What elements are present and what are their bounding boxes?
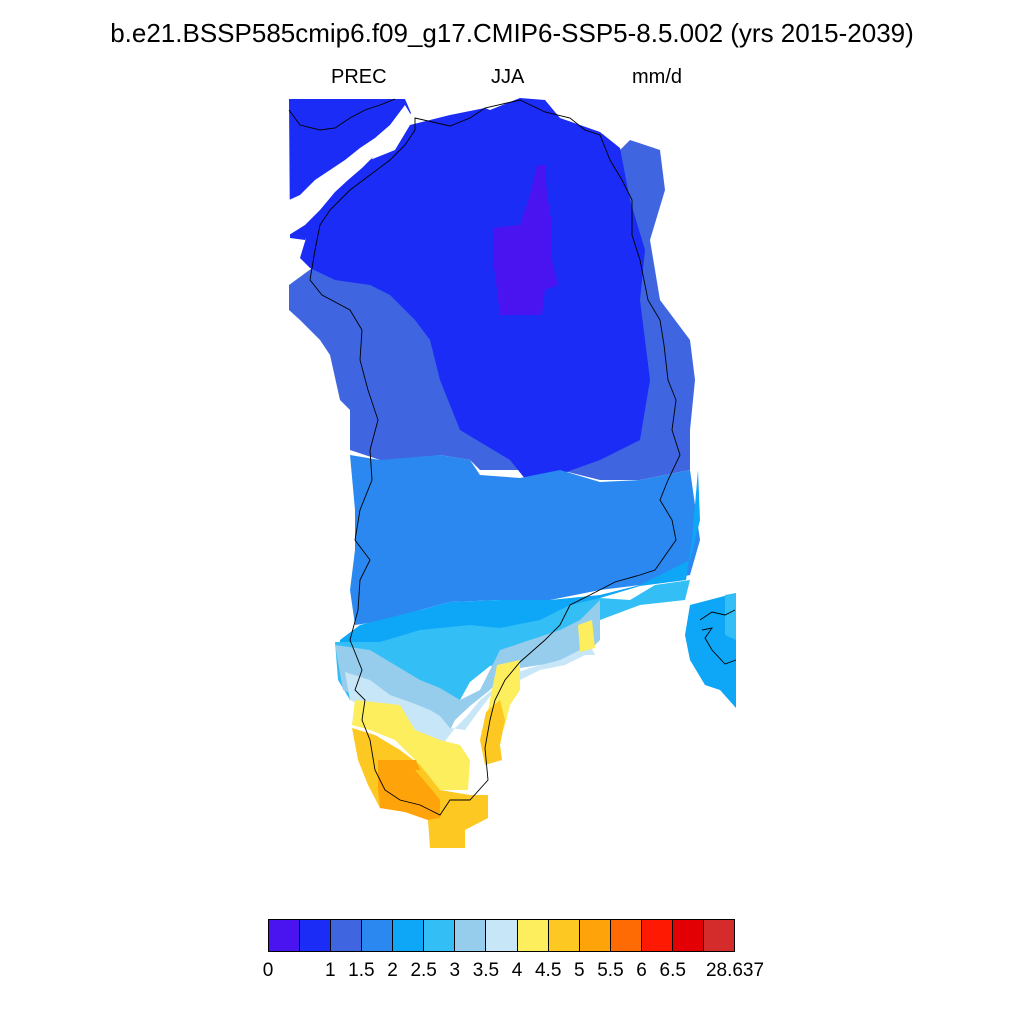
- colorbar-label: 1.5: [348, 960, 375, 981]
- plot-title: b.e21.BSSP585cmip6.f09_g17.CMIP6-SSP5-8.…: [110, 18, 914, 48]
- field-interior-1-1p5: [300, 98, 650, 485]
- colorbar-box-7: [485, 919, 518, 952]
- subtitle-season: JJA: [491, 66, 525, 88]
- colorbar-box-1: [299, 919, 332, 952]
- field-iceland-light: [725, 593, 736, 640]
- field-band-4-4p5-far-east: [578, 620, 595, 652]
- field-core-0-1: [493, 165, 558, 315]
- colorbar-box-9: [547, 919, 580, 952]
- sea-gap-nw: [289, 105, 411, 235]
- colorbar-box-0: [268, 919, 301, 952]
- subtitle-units: mm/d: [632, 66, 682, 88]
- field-band-2-2p5: [350, 455, 700, 625]
- colorbar-box-5: [423, 919, 456, 952]
- colorbar-label: 4: [511, 960, 523, 981]
- colorbar-label: 3: [449, 960, 461, 981]
- iceland-coast: [699, 609, 737, 665]
- colorbar-label: 1: [324, 960, 336, 981]
- greenland-coast: [309, 99, 681, 816]
- colorbar-label: 5: [574, 960, 585, 981]
- colorbar: [268, 919, 735, 952]
- colorbar-box-6: [454, 919, 487, 952]
- colorbar-label: 3.5: [472, 960, 500, 981]
- precip-field: [289, 98, 736, 848]
- field-band-4p5-5-east: [480, 700, 505, 765]
- colorbar-box-4: [392, 919, 425, 952]
- colorbar-box-8: [516, 919, 549, 952]
- ellesmere-coast: [288, 98, 396, 131]
- coastline: [288, 98, 737, 816]
- colorbar-label: 2.5: [410, 960, 437, 981]
- colorbar-box-13: [671, 919, 704, 952]
- colorbar-box-11: [609, 919, 642, 952]
- colorbar-label: 2: [387, 960, 398, 981]
- colorbar-label: 6.5: [659, 960, 686, 981]
- colorbar-label: 5.5: [597, 960, 624, 981]
- field-band-5-5p5-south: [395, 760, 420, 770]
- colorbar-label: 0: [262, 960, 274, 981]
- field-iceland: [685, 593, 736, 708]
- field-band-4-4p5: [352, 700, 470, 790]
- colorbar-box-2: [330, 919, 363, 952]
- colorbar-label: 4.5: [534, 960, 562, 981]
- colorbar-box-10: [578, 919, 611, 952]
- colorbar-box-12: [640, 919, 673, 952]
- colorbar-box-3: [361, 919, 394, 952]
- subtitle-variable: PREC: [331, 66, 387, 88]
- colorbar-label: 28.637: [705, 960, 765, 981]
- colorbar-label: 6: [636, 960, 647, 981]
- field-band-5-5p5: [378, 760, 440, 820]
- colorbar-box-14: [702, 919, 735, 952]
